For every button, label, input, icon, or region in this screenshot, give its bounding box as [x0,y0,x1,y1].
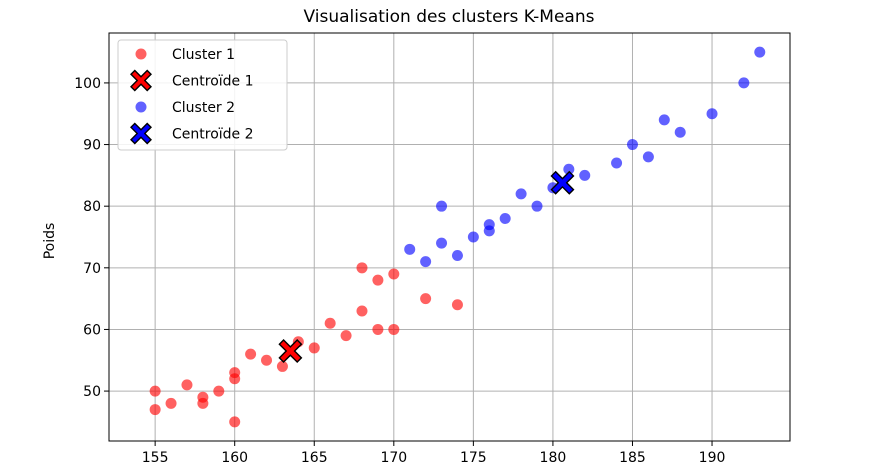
data-point [388,323,400,335]
data-point [451,299,463,311]
data-point [658,114,670,126]
legend-label: Centroïde 1 [172,74,254,90]
x-tick-label: 170 [380,450,407,466]
data-point [611,157,623,169]
data-point [229,416,241,428]
data-point [229,373,241,385]
x-tick-label: 185 [619,450,646,466]
data-point [515,188,527,200]
legend: Cluster 1 Centroïde 1 Cluster 2 Centroïde 2 [117,39,288,151]
data-point [276,360,288,372]
y-tick-label: 90 [83,138,101,154]
data-point [404,243,416,255]
data-point [388,268,400,280]
y-tick-label: 60 [83,322,101,338]
plot-frame [108,32,791,442]
y-tick-label: 50 [83,384,101,400]
tick-layer: 155 160 165 170 175 180 185 190 50 60 70 80 90 100 [74,76,725,466]
data-point [324,317,336,329]
legend-centroid-icon [130,69,152,92]
y-tick-label: 80 [83,199,101,215]
x-tick-label: 180 [540,450,567,466]
legend-label: Cluster 1 [172,47,235,63]
legend-circle-icon [135,48,147,60]
data-point [420,293,432,305]
data-point [626,139,638,151]
data-point [356,262,368,274]
data-point [356,305,368,317]
data-point [372,323,384,335]
legend-label: Centroïde 2 [172,127,254,143]
data-point [149,404,161,416]
data-point [436,200,448,212]
data-point [420,256,432,268]
data-point [467,231,479,243]
x-tick-label: 155 [142,450,169,466]
data-point [165,397,177,409]
data-layer [149,46,766,428]
grid-layer [109,33,790,441]
data-point [738,77,750,89]
data-point [706,108,718,120]
centroid-marker [278,339,303,364]
data-point [261,354,273,366]
data-point [372,274,384,286]
legend-centroid-icon [130,122,152,145]
data-point [642,151,654,163]
legend-label: Cluster 2 [172,100,235,116]
data-point [149,385,161,397]
data-point [181,379,193,391]
y-axis-label: Poids [42,223,58,260]
data-point [563,163,575,175]
data-point [483,225,495,237]
x-tick-label: 175 [460,450,487,466]
data-point [436,237,448,249]
y-tick-label: 70 [83,261,101,277]
legend-box [117,39,288,151]
centroid-marker [550,170,575,195]
x-tick-label: 165 [301,450,328,466]
data-point [531,200,543,212]
data-point [499,213,511,225]
data-point [579,169,591,181]
data-point [197,397,209,409]
legend-circle-icon [135,101,147,113]
x-tick-label: 190 [699,450,726,466]
data-point [245,348,257,360]
y-tick-label: 100 [74,76,101,92]
data-point [308,342,320,354]
data-point [451,249,463,261]
data-point [674,126,686,138]
chart-title: Visualisation des clusters K-Means [304,7,595,27]
data-point [340,330,352,342]
x-tick-label: 160 [221,450,248,466]
data-point [754,46,766,58]
data-point [213,385,225,397]
